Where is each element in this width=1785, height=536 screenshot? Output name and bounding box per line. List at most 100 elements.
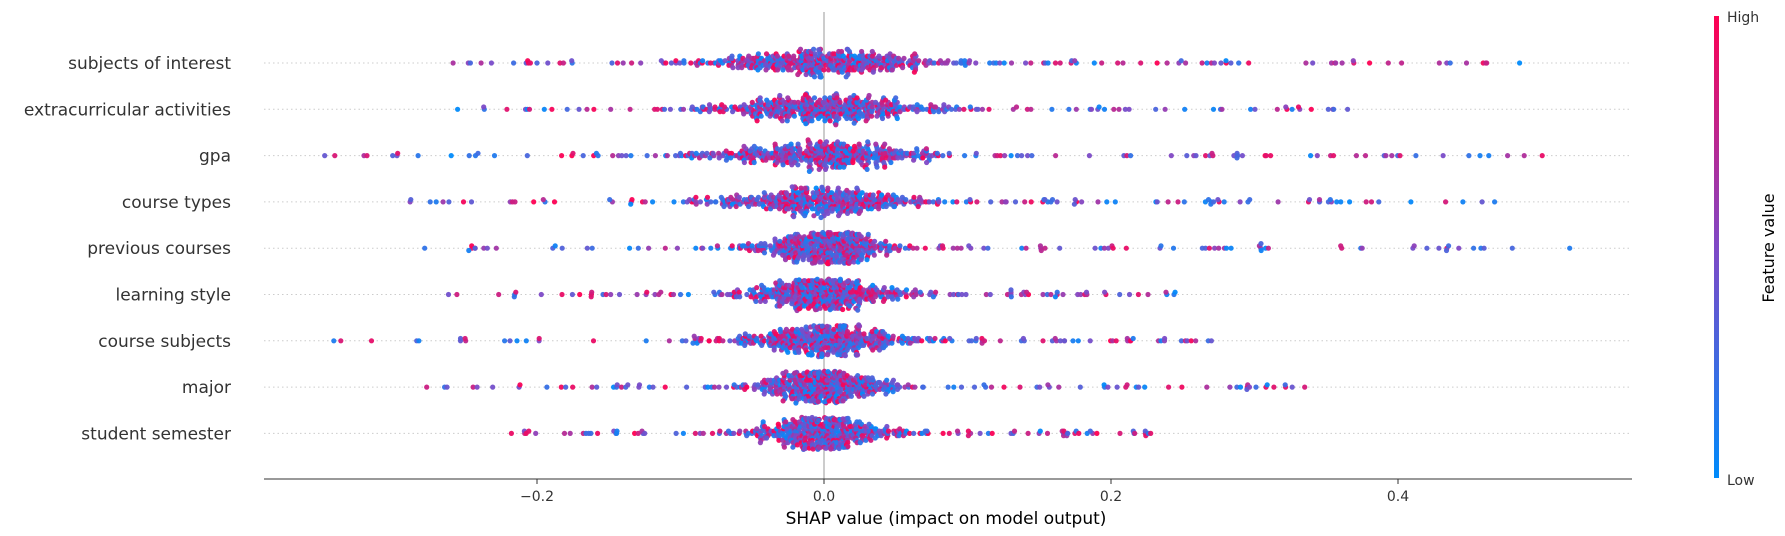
shap-point: [1248, 106, 1254, 112]
feature-label: previous courses: [87, 239, 231, 259]
shap-point: [1019, 153, 1025, 159]
shap-point: [1206, 245, 1212, 251]
shap-point: [1567, 245, 1573, 251]
shap-point: [558, 384, 564, 390]
shap-point: [755, 247, 761, 254]
shap-point: [1112, 199, 1118, 205]
shap-point: [1539, 153, 1545, 159]
shap-point: [570, 150, 576, 156]
shap-point: [814, 276, 820, 282]
shap-point: [704, 194, 711, 200]
shap-point: [962, 58, 968, 64]
shap-point: [851, 259, 857, 265]
shap-point: [1008, 153, 1014, 159]
shap-point: [1210, 199, 1217, 205]
shap-point: [742, 342, 748, 348]
shap-point: [629, 60, 635, 66]
shap-point: [811, 46, 817, 52]
shap-point: [508, 430, 514, 436]
shap-point: [872, 238, 878, 244]
shap-point: [1203, 153, 1209, 159]
shap-point: [987, 291, 993, 298]
shap-point: [878, 65, 884, 71]
shap-point: [595, 153, 601, 159]
shap-point: [825, 67, 832, 73]
shap-point: [662, 245, 668, 251]
x-tick-label: 0.0: [813, 489, 835, 505]
shap-point: [1114, 384, 1120, 390]
shap-point: [1162, 335, 1168, 342]
shap-point: [777, 326, 783, 332]
shap-point: [1183, 60, 1189, 66]
shap-point: [1101, 245, 1107, 251]
shap-point: [1408, 199, 1414, 205]
shap-point: [911, 194, 917, 200]
shap-point: [796, 349, 802, 355]
shap-point: [552, 243, 558, 249]
shap-point: [736, 289, 742, 295]
shap-point: [897, 289, 903, 295]
shap-point: [1314, 153, 1320, 159]
shap-point: [1212, 245, 1218, 251]
shap-point: [523, 338, 529, 344]
shap-point: [876, 53, 882, 59]
shap-point: [644, 289, 650, 295]
shap-point: [934, 150, 940, 156]
shap-point: [1091, 60, 1097, 66]
x-tick-label: −0.2: [520, 489, 554, 505]
shap-point: [754, 118, 760, 124]
shap-point: [1075, 338, 1081, 344]
shap-point: [1463, 60, 1470, 66]
shap-point: [808, 157, 814, 163]
shap-point: [1113, 338, 1119, 344]
shap-point: [1308, 153, 1314, 159]
shap-point: [775, 67, 781, 73]
shap-point: [845, 46, 851, 53]
shap-point: [951, 291, 957, 298]
shap-point: [741, 102, 747, 108]
shap-point: [910, 104, 916, 110]
shap-point: [488, 60, 494, 66]
shap-point: [1252, 106, 1258, 112]
shap-point: [1227, 384, 1233, 390]
shap-point: [707, 155, 713, 161]
shap-point: [567, 430, 573, 436]
shap-point: [691, 333, 697, 339]
shap-point: [642, 199, 648, 205]
shap-point: [912, 384, 918, 390]
feature-label: subjects of interest: [68, 54, 231, 74]
shap-point: [1274, 106, 1280, 112]
shap-point: [1215, 197, 1221, 203]
shap-point: [971, 384, 978, 390]
shap-point: [1330, 153, 1337, 159]
shap-point: [856, 419, 863, 425]
shap-point: [881, 285, 887, 291]
shap-point: [1078, 291, 1084, 298]
shap-point: [761, 285, 767, 291]
shap-point: [882, 141, 888, 147]
shap-point: [1083, 289, 1090, 295]
shap-point: [1484, 60, 1490, 66]
shap-point: [829, 190, 835, 196]
shap-point: [1339, 60, 1345, 66]
shap-point: [1065, 430, 1071, 436]
shap-point: [700, 245, 706, 251]
shap-point: [1079, 199, 1085, 205]
shap-point: [673, 58, 679, 64]
shap-point: [544, 384, 550, 390]
shap-point: [744, 291, 750, 298]
shap-point: [1303, 60, 1309, 66]
shap-point: [808, 352, 814, 358]
shap-point: [914, 102, 920, 108]
shap-point: [1135, 291, 1141, 298]
shap-point: [869, 375, 875, 381]
shap-point: [671, 199, 677, 205]
shap-point: [1168, 153, 1174, 159]
shap-point: [889, 67, 895, 73]
shap-point: [983, 291, 989, 298]
shap-point: [424, 384, 430, 390]
shap-point: [1104, 199, 1110, 205]
shap-point: [1443, 247, 1450, 254]
shap-point: [815, 370, 821, 376]
shap-point: [677, 150, 684, 156]
